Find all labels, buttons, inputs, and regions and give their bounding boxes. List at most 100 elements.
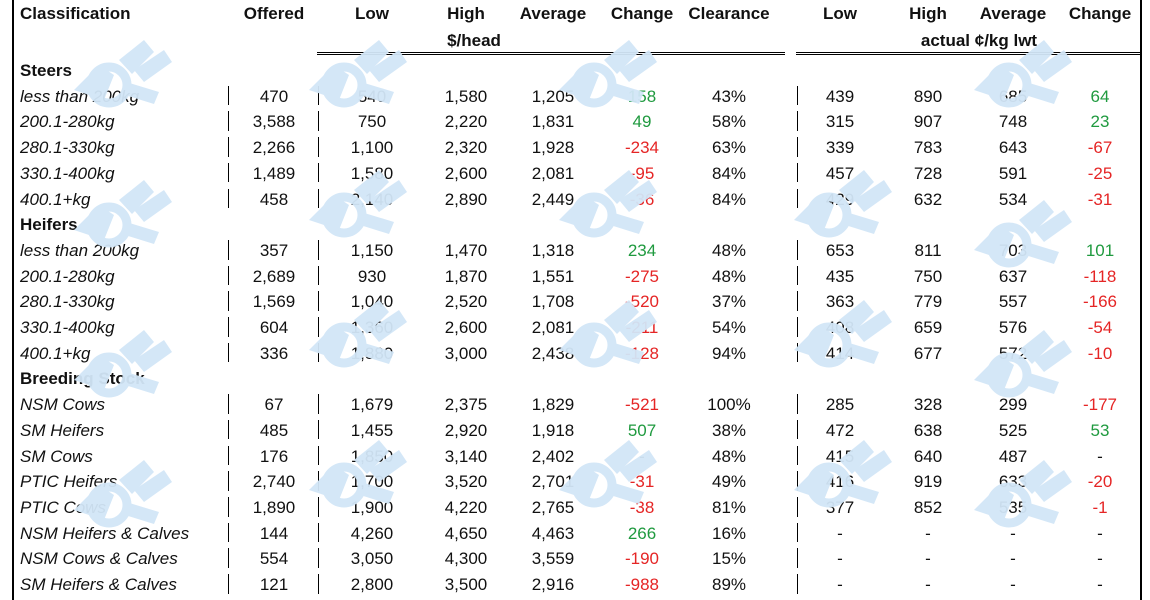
cell-high2: 728 <box>913 163 943 183</box>
column-separator <box>228 394 229 414</box>
cell-change: -31 <box>629 472 655 492</box>
header-rule-kg-2 <box>796 54 1142 55</box>
column-separator <box>228 471 229 491</box>
header-average: Average <box>519 4 587 23</box>
section-title: Heifers <box>20 215 78 235</box>
cell-change2: - <box>1097 446 1103 466</box>
cell-high: 3,520 <box>444 472 488 492</box>
table-row: less than 200kg 357 1,150 1,470 1,318 234 48% 6… <box>14 237 1140 263</box>
column-separator <box>228 548 229 568</box>
header-offered: Offered <box>243 4 305 23</box>
column-separator <box>228 188 229 209</box>
cell-change: -190 <box>624 549 660 569</box>
cell-low2: 416 <box>825 472 855 492</box>
cell-low: 3,050 <box>350 549 394 569</box>
column-separator <box>228 574 229 594</box>
cell-high: 4,220 <box>444 497 488 517</box>
cell-high2: 632 <box>913 189 943 209</box>
cell-average2: 534 <box>998 189 1028 209</box>
cell-low2: - <box>837 549 843 569</box>
cell-low: 4,260 <box>350 523 394 543</box>
cell-change2: -1 <box>1092 497 1108 517</box>
cell-low: 1,100 <box>350 138 394 158</box>
row-classification: SM Heifers <box>20 420 105 440</box>
table-row: NSM Heifers & Calves 144 4,260 4,650 4,463 26… <box>14 520 1140 546</box>
row-classification: 330.1-400kg <box>20 163 115 183</box>
table-row: 280.1-330kg 2,266 1,100 2,320 1,928 -234 63% 33… <box>14 134 1140 160</box>
cell-high: 1,870 <box>444 266 488 286</box>
cell-low2: 377 <box>825 497 855 517</box>
cell-offered: 67 <box>264 395 284 415</box>
cell-high: 2,890 <box>444 189 488 209</box>
cell-clearance: 38% <box>711 420 747 440</box>
header-change-kg: Change <box>1068 4 1132 23</box>
cell-change2: -166 <box>1082 292 1118 312</box>
cell-clearance: 48% <box>711 240 747 260</box>
column-separator <box>318 111 319 132</box>
cell-clearance: 16% <box>711 523 747 543</box>
cell-change2: 101 <box>1085 240 1115 260</box>
column-separator <box>318 137 319 157</box>
cell-change2: -177 <box>1082 395 1118 415</box>
column-separator <box>797 162 798 183</box>
cell-clearance: 89% <box>711 575 747 594</box>
row-classification: 280.1-330kg <box>20 138 115 158</box>
cell-high: 3,140 <box>444 446 488 466</box>
section-header-row: Heifers <box>14 211 1140 237</box>
cell-low2: 653 <box>825 240 855 260</box>
cell-low: 1,150 <box>350 240 394 260</box>
column-separator <box>228 85 229 106</box>
cell-high2: 779 <box>913 292 943 312</box>
column-separator <box>797 471 798 491</box>
cell-change2: - <box>1097 575 1103 594</box>
row-classification: NSM Heifers & Calves <box>20 523 190 543</box>
column-separator <box>797 137 798 157</box>
row-classification: PTIC Heifers <box>20 472 118 492</box>
cell-average: 1,551 <box>531 266 575 286</box>
cell-high2: 783 <box>913 138 943 158</box>
column-separator <box>228 291 229 311</box>
column-separator <box>228 317 229 337</box>
cell-high: 1,470 <box>444 240 488 260</box>
cell-average: 1,829 <box>531 395 575 415</box>
cell-high2: - <box>925 523 931 543</box>
column-separator <box>228 162 229 183</box>
cell-average2: 576 <box>998 318 1028 337</box>
cell-high2: 638 <box>913 420 943 440</box>
cell-low: 1,679 <box>350 395 394 415</box>
cell-average: 2,081 <box>531 163 575 183</box>
section-header-row: Steers <box>14 57 1140 83</box>
row-classification: PTIC Cows <box>20 497 106 517</box>
cell-high: 2,220 <box>444 112 488 132</box>
cell-clearance: 94% <box>711 343 747 363</box>
cell-change: 234 <box>627 240 657 260</box>
unit-dollars-per-head: $/head <box>447 31 501 50</box>
column-separator <box>228 419 229 440</box>
cell-average: 2,449 <box>531 189 575 209</box>
cell-change2: -31 <box>1087 189 1113 209</box>
cell-high: 2,600 <box>444 318 488 337</box>
cell-low: 1,900 <box>350 497 394 517</box>
column-separator <box>318 496 319 517</box>
cell-low2: 415 <box>825 446 855 466</box>
cell-change: -211 <box>625 318 659 337</box>
table-row: 330.1-400kg 604 1,360 2,600 2,081 -211 54% 408 6… <box>14 314 1140 340</box>
cell-low2: - <box>837 523 843 543</box>
cell-high: 1,580 <box>444 86 488 106</box>
cell-average2: 685 <box>998 86 1028 106</box>
header-rule-head <box>317 52 785 53</box>
cell-high2: - <box>925 549 931 569</box>
header-high-kg: High <box>909 4 947 23</box>
cell-change: 158 <box>627 86 657 106</box>
cell-average2: - <box>1010 523 1016 543</box>
cell-average: 1,831 <box>531 112 575 132</box>
cell-change: -521 <box>624 395 660 415</box>
column-separator <box>228 522 229 543</box>
column-separator <box>797 265 798 286</box>
row-classification: 200.1-280kg <box>20 266 115 286</box>
column-separator <box>797 419 798 440</box>
row-classification: less than 200kg <box>20 240 140 260</box>
cell-change: -128 <box>624 343 660 363</box>
table-row: SM Heifers & Calves 121 2,800 3,500 2,916 -98… <box>14 571 1140 597</box>
column-separator <box>797 317 798 337</box>
